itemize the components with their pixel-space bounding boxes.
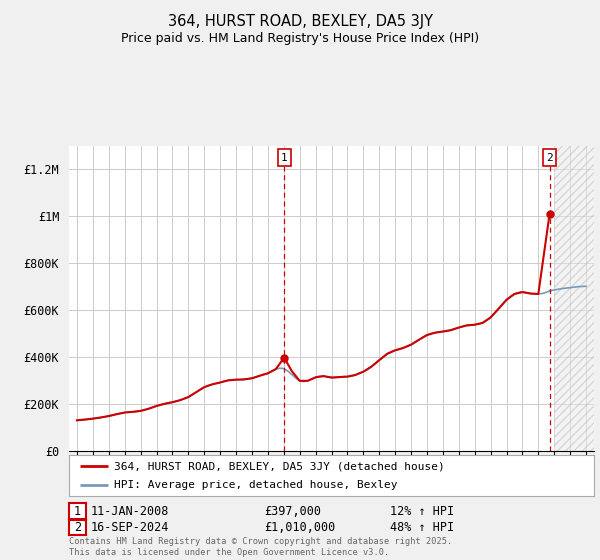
Text: Price paid vs. HM Land Registry's House Price Index (HPI): Price paid vs. HM Land Registry's House … [121,32,479,45]
Text: 364, HURST ROAD, BEXLEY, DA5 3JY: 364, HURST ROAD, BEXLEY, DA5 3JY [167,14,433,29]
Text: 12% ↑ HPI: 12% ↑ HPI [390,505,454,518]
Text: 48% ↑ HPI: 48% ↑ HPI [390,521,454,534]
Text: 1: 1 [281,153,287,163]
Text: 11-JAN-2008: 11-JAN-2008 [91,505,169,518]
Bar [554,146,594,451]
Text: 2: 2 [546,153,553,163]
Text: 2: 2 [74,521,81,534]
Text: Contains HM Land Registry data © Crown copyright and database right 2025.
This d: Contains HM Land Registry data © Crown c… [69,537,452,557]
Text: 364, HURST ROAD, BEXLEY, DA5 3JY (detached house): 364, HURST ROAD, BEXLEY, DA5 3JY (detach… [113,461,445,471]
Text: £397,000: £397,000 [264,505,321,518]
Text: 16-SEP-2024: 16-SEP-2024 [91,521,169,534]
Text: £1,010,000: £1,010,000 [264,521,335,534]
Text: 1: 1 [74,505,81,518]
Text: HPI: Average price, detached house, Bexley: HPI: Average price, detached house, Bexl… [113,480,397,489]
